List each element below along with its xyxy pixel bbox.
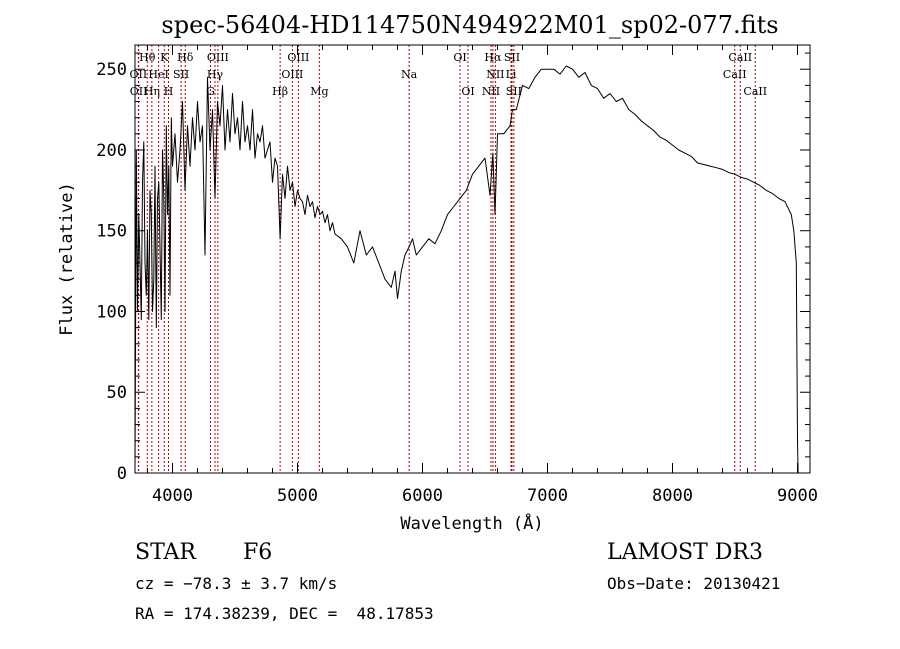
x-tick-label: 7000 [527, 486, 568, 506]
x-tick-label: 5000 [277, 486, 318, 506]
line-marker-label: CaII [743, 85, 767, 98]
line-marker-label: Hη [144, 85, 160, 98]
line-marker-label: OII [130, 68, 148, 81]
line-marker-label: Hγ [207, 68, 224, 81]
x-tick-label: 9000 [777, 486, 818, 506]
x-tick-label: 6000 [402, 486, 443, 506]
line-marker-label: CaII [728, 51, 752, 64]
line-marker-label: Hβ [272, 85, 288, 98]
y-tick-label: 50 [107, 383, 127, 403]
line-marker-label: K [160, 51, 169, 64]
line-marker-label: Na [401, 68, 418, 81]
line-marker-label: G [206, 85, 215, 98]
emission-line-markers [137, 45, 756, 473]
line-marker-label: OI [453, 51, 466, 64]
line-marker-label: H [164, 85, 174, 98]
y-tick-label: 0 [117, 464, 127, 484]
redshift-readout: cz = −78.3 ± 3.7 km/s [135, 574, 338, 593]
line-marker-label: NII [486, 68, 504, 81]
plot-frame [134, 44, 811, 474]
line-marker-label: NII [482, 85, 500, 98]
x-axis: 4000 5000 6000 7000 8000 9000 [147, 45, 818, 506]
line-marker-label: OIII [207, 51, 229, 64]
spectrum-line [134, 65, 799, 474]
chart-title: spec-56404-HD114750N494922M01_sp02-077.f… [161, 11, 778, 39]
line-marker-label: OIII [287, 51, 309, 64]
survey-name: LAMOST DR3 [607, 540, 763, 565]
y-axis-label: Flux (relative) [57, 182, 77, 336]
x-tick-label: 8000 [652, 486, 693, 506]
line-marker-label: SII [173, 68, 189, 81]
coordinates: RA = 174.38239, DEC = 48.17853 [135, 604, 434, 623]
emission-line-labels: HθOIIOIIHηHeIKHSIIHδGHγOIIIHβOIIIOIIIMgN… [130, 51, 768, 98]
y-axis: 0 50 100 150 200 250 [96, 52, 810, 484]
y-tick-label: 250 [96, 60, 127, 80]
line-marker-label: SII [506, 85, 522, 98]
line-marker-label: Hδ [177, 51, 194, 64]
object-class: STAR [135, 540, 196, 565]
object-subclass: F6 [243, 540, 273, 565]
line-marker-label: HeI [148, 68, 168, 81]
line-marker-label: Hα [484, 51, 502, 64]
y-tick-label: 100 [96, 302, 127, 322]
line-marker-label: OIII [281, 68, 303, 81]
line-marker-label: CaII [723, 68, 747, 81]
x-axis-label: Wavelength (Å) [400, 512, 543, 534]
y-tick-label: 150 [96, 222, 127, 242]
y-tick-label: 200 [96, 141, 127, 161]
line-marker-label: OI [461, 85, 474, 98]
line-marker-label: SII [504, 51, 520, 64]
line-marker-label: OII [130, 85, 148, 98]
line-marker-label: Hθ [139, 51, 156, 64]
obs-date: Obs−Date: 20130421 [607, 574, 781, 593]
line-marker-label: Li [506, 68, 517, 81]
line-marker-label: Mg [310, 85, 328, 98]
x-tick-label: 4000 [152, 486, 193, 506]
